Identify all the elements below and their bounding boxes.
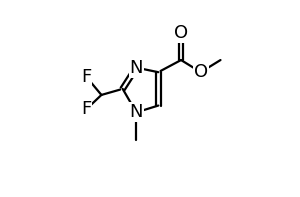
Text: O: O — [174, 24, 188, 42]
Text: N: N — [130, 59, 143, 77]
Text: N: N — [130, 103, 143, 121]
Text: F: F — [81, 68, 92, 86]
Text: O: O — [194, 63, 208, 81]
Text: F: F — [81, 100, 92, 118]
